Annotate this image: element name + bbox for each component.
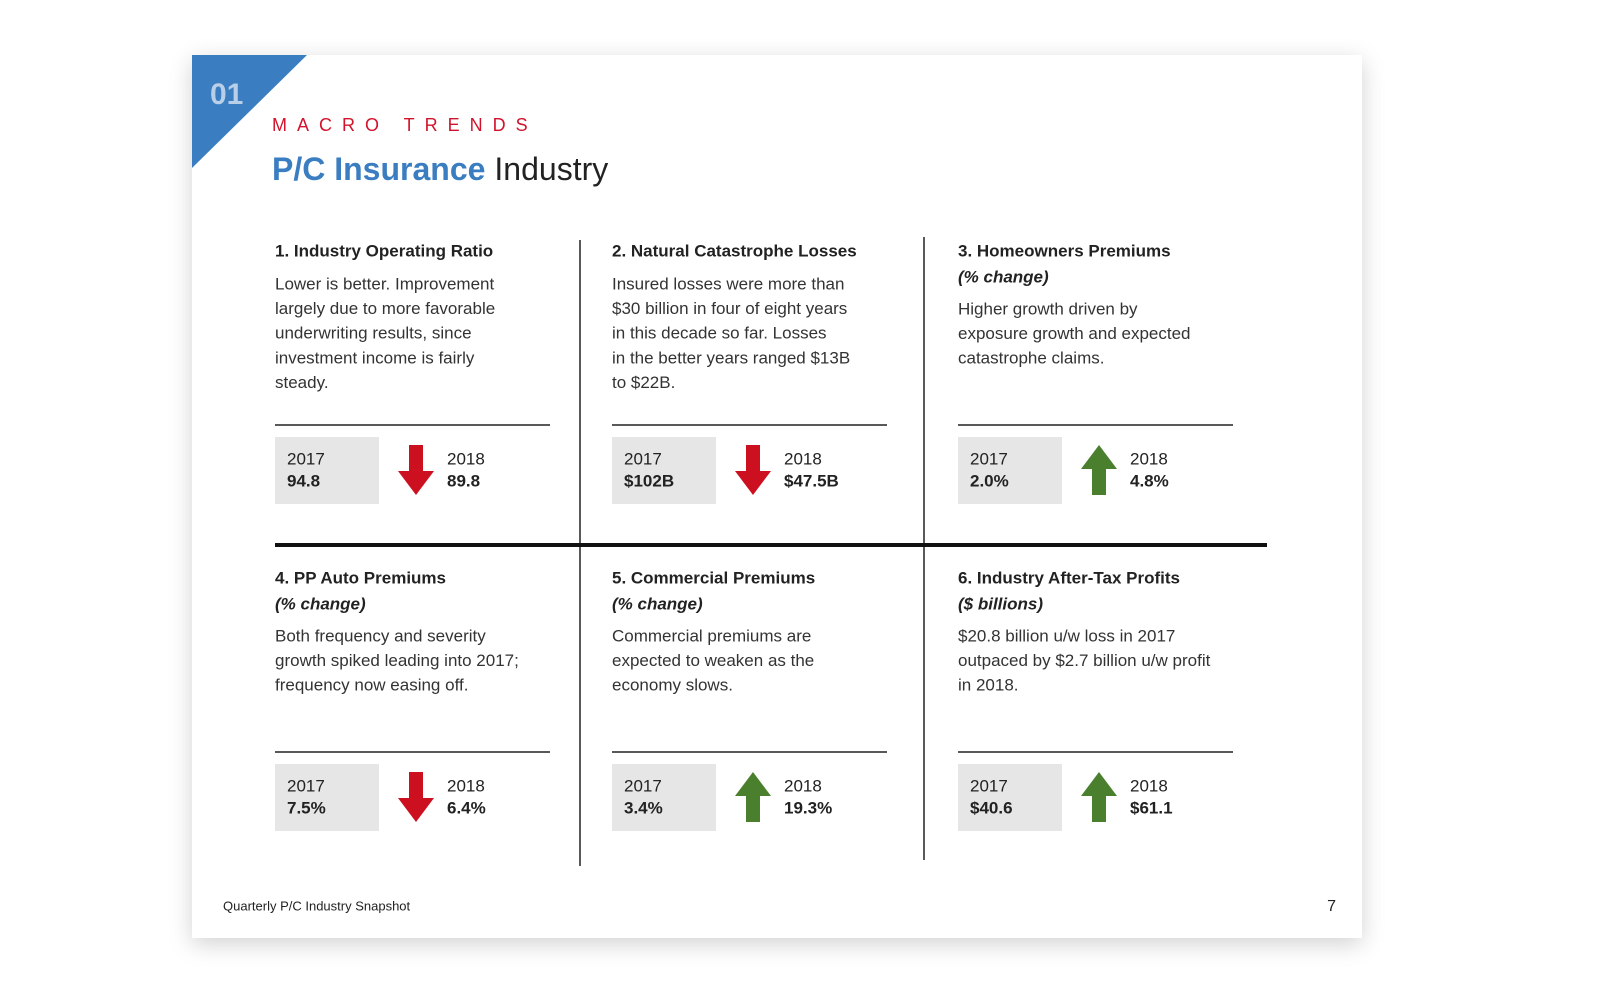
title: P/C Insurance Industry (272, 151, 608, 187)
after-label: 2018 (447, 776, 485, 795)
after-label: 2018 (1130, 449, 1168, 468)
arrow-down (398, 772, 434, 822)
card-title: 2. Natural Catastrophe Losses (612, 241, 857, 260)
after-label: 2018 (784, 449, 822, 468)
before-label: 2017 (970, 776, 1008, 795)
before-value: $40.6 (970, 798, 1013, 817)
after-label: 2018 (1130, 776, 1168, 795)
before-value: 7.5% (287, 798, 326, 817)
before-box (612, 764, 716, 831)
card-body-line: Insured losses were more than (612, 274, 844, 293)
card-body-line: Both frequency and severity (275, 626, 486, 645)
card-body-line: largely due to more favorable (275, 299, 495, 318)
card-subtitle: ($ billions) (958, 594, 1043, 613)
before-value: 2.0% (970, 471, 1009, 490)
title-light: Industry (494, 151, 608, 187)
before-value: 3.4% (624, 798, 663, 817)
before-box (958, 437, 1062, 504)
card-subtitle: (% change) (612, 594, 703, 613)
before-value: 94.8 (287, 471, 320, 490)
card-body-line: frequency now easing off. (275, 676, 468, 695)
kicker: MACRO TRENDS (272, 115, 538, 135)
after-value: $61.1 (1130, 798, 1173, 817)
card-body-line: in the better years ranged $13B (612, 348, 850, 367)
card-body-line: exposure growth and expected (958, 324, 1191, 343)
before-label: 2017 (287, 776, 325, 795)
arrow-down (735, 445, 771, 495)
after-label: 2018 (447, 449, 485, 468)
card-body-line: economy slows. (612, 676, 733, 695)
arrow-up (735, 772, 771, 822)
after-value: 6.4% (447, 798, 486, 817)
page-number: 7 (1327, 898, 1336, 915)
after-value: 89.8 (447, 471, 480, 490)
after-label: 2018 (784, 776, 822, 795)
before-box (275, 764, 379, 831)
arrow-down (398, 445, 434, 495)
card-body-line: investment income is fairly (275, 348, 475, 367)
arrow-up (1081, 445, 1117, 495)
footer-text: Quarterly P/C Industry Snapshot (223, 898, 411, 913)
card-title: 1. Industry Operating Ratio (275, 241, 493, 260)
card-body-line: steady. (275, 373, 329, 392)
card-body-line: expected to weaken as the (612, 651, 814, 670)
corner-tab (192, 55, 307, 168)
after-value: 4.8% (1130, 471, 1169, 490)
card-title: 5. Commercial Premiums (612, 568, 815, 587)
before-box (958, 764, 1062, 831)
card-body-line: $20.8 billion u/w loss in 2017 (958, 626, 1175, 645)
card-title: 4. PP Auto Premiums (275, 568, 446, 587)
card-body-line: underwriting results, since (275, 324, 472, 343)
card-subtitle: (% change) (275, 594, 366, 613)
card-subtitle: (% change) (958, 267, 1049, 286)
title-bold: P/C Insurance (272, 151, 485, 187)
card-title: 3. Homeowners Premiums (958, 241, 1171, 260)
card-body-line: catastrophe claims. (958, 349, 1104, 368)
card-body-line: in 2018. (958, 676, 1019, 695)
card-body-line: Commercial premiums are (612, 626, 811, 645)
card-title: 6. Industry After-Tax Profits (958, 568, 1180, 587)
document-page (192, 55, 1362, 938)
before-label: 2017 (970, 449, 1008, 468)
section-number: 01 (210, 78, 243, 111)
before-label: 2017 (287, 449, 325, 468)
card-body-line: $30 billion in four of eight years (612, 299, 847, 318)
card-body-line: to $22B. (612, 373, 675, 392)
card-body-line: in this decade so far. Losses (612, 324, 827, 343)
card-body-line: Higher growth driven by (958, 299, 1138, 318)
before-value: $102B (624, 471, 674, 490)
card-body-line: outpaced by $2.7 billion u/w profit (958, 651, 1211, 670)
before-box (612, 437, 716, 504)
after-value: $47.5B (784, 471, 839, 490)
after-value: 19.3% (784, 798, 832, 817)
before-label: 2017 (624, 449, 662, 468)
card-body-line: growth spiked leading into 2017; (275, 651, 519, 670)
arrow-up (1081, 772, 1117, 822)
before-box (275, 437, 379, 504)
card-body-line: Lower is better. Improvement (275, 274, 494, 293)
before-label: 2017 (624, 776, 662, 795)
